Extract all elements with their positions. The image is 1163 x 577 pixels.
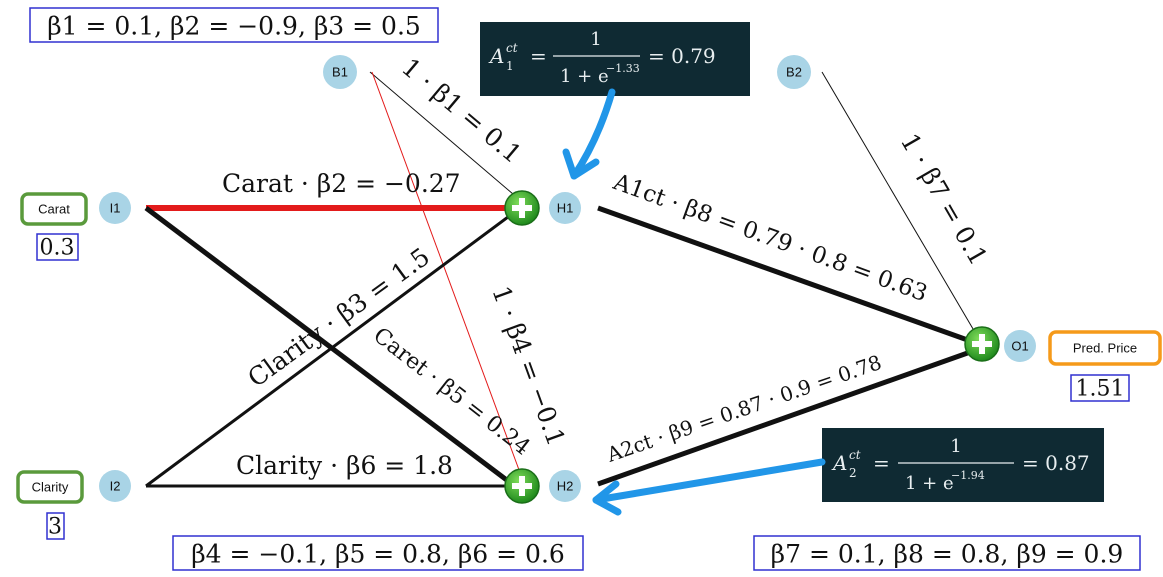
formula-h2-sub: 2 — [849, 466, 857, 480]
edge-h2-o1 — [597, 347, 977, 487]
node-b2-label: B2 — [786, 65, 802, 80]
formula-h2-lhs: A — [831, 451, 847, 475]
output-pred-price[interactable]: Pred. Price — [1048, 330, 1162, 366]
params-bottom-right: β7 = 0.1, β8 = 0.8, β9 = 0.9 — [753, 535, 1141, 571]
params-bottom-right-text: β7 = 0.1, β8 = 0.8, β9 = 0.9 — [771, 540, 1124, 569]
arrow-icon — [562, 148, 600, 180]
input-carat-value-box: 0.3 — [36, 233, 79, 261]
output-pred-price-label: Pred. Price — [1073, 341, 1137, 356]
node-i2[interactable]: I2 — [99, 470, 131, 502]
label-h1-o1: A1ct · β8 = 0.79 · 0.8 = 0.63 — [609, 169, 931, 307]
edge-i2-h1 — [145, 212, 513, 488]
node-h1-label: H1 — [557, 201, 574, 216]
svg-text:=: = — [873, 451, 890, 475]
formula-h2-sup: ct — [849, 448, 861, 462]
node-i1[interactable]: I1 — [99, 192, 131, 224]
node-h2-label: H2 — [557, 479, 574, 494]
input-carat-value: 0.3 — [40, 236, 75, 261]
formula-h2-result: = 0.87 — [1022, 451, 1090, 475]
arrows — [562, 88, 826, 516]
input-clarity-value-box: 3 — [46, 512, 65, 540]
plus-icon[interactable] — [504, 468, 540, 504]
node-o1[interactable]: O1 — [1004, 330, 1036, 362]
node-i2-label: I2 — [110, 479, 121, 494]
label-i2-h2: Clarity · β6 = 1.8 — [236, 451, 453, 480]
formula-h1-result: = 0.79 — [648, 44, 716, 68]
edge-b1-h1 — [369, 71, 521, 201]
node-o1-label: O1 — [1011, 339, 1028, 354]
edges — [144, 71, 977, 488]
formula-h1: A ct 1 = 1 1 + e −1.33 = 0.79 — [480, 22, 750, 96]
input-clarity-value: 3 — [48, 515, 62, 540]
node-b1-label: B1 — [332, 65, 348, 80]
edge-b1-h2 — [371, 71, 523, 479]
output-value-box: 1.51 — [1070, 374, 1130, 402]
edge-h1-o1 — [597, 205, 977, 346]
node-h1[interactable]: H1 — [549, 192, 581, 224]
formula-h2-num: 1 — [950, 436, 961, 457]
params-bottom-mid: β4 = −0.1, β5 = 0.8, β6 = 0.6 — [172, 535, 584, 571]
node-i1-label: I1 — [110, 201, 121, 216]
formula-h2: A ct 2 = 1 1 + e −1.94 = 0.87 — [822, 428, 1104, 502]
label-i1-h1: Carat · β2 = −0.27 — [222, 169, 461, 198]
params-top-left: β1 = 0.1, β2 = −0.9, β3 = 0.5 — [29, 7, 439, 43]
label-b2-o1: 1 · β7 = 0.1 — [895, 129, 993, 271]
formula-h1-num: 1 — [590, 29, 601, 50]
params-bottom-mid-text: β4 = −0.1, β5 = 0.8, β6 = 0.6 — [191, 540, 565, 569]
formula-h1-exp: −1.33 — [606, 62, 640, 75]
node-b2[interactable]: B2 — [777, 55, 811, 89]
plus-icon[interactable] — [964, 326, 1000, 362]
input-clarity-label: Clarity — [32, 480, 69, 495]
edge-labels: 1 · β1 = 0.1 Carat · β2 = −0.27 Clarity … — [222, 52, 993, 480]
input-carat[interactable]: Carat — [20, 192, 88, 226]
formula-h2-den: 1 + e — [905, 473, 954, 494]
sum-nodes — [504, 190, 1000, 504]
formula-h1-den: 1 + e — [560, 66, 609, 87]
output-value: 1.51 — [1076, 377, 1125, 402]
svg-text:=: = — [530, 44, 547, 68]
plus-icon[interactable] — [504, 190, 540, 226]
formula-h2-exp: −1.94 — [951, 469, 985, 482]
input-clarity[interactable]: Clarity — [16, 470, 84, 504]
input-carat-label: Carat — [38, 202, 70, 217]
formula-h1-lhs: A — [488, 44, 504, 68]
node-b1[interactable]: B1 — [323, 55, 357, 89]
edge-b2-o1 — [821, 71, 977, 335]
arrow-icon — [592, 480, 622, 516]
nodes: B1 B2 I1 I2 H1 H2 O1 — [99, 55, 1036, 502]
node-h2[interactable]: H2 — [549, 470, 581, 502]
formula-h1-sub: 1 — [506, 59, 514, 73]
edge-i1-h2 — [144, 206, 514, 486]
params-top-left-text: β1 = 0.1, β2 = −0.9, β3 = 0.5 — [47, 12, 421, 41]
arrow-icon — [592, 458, 826, 504]
arrow-icon — [570, 88, 616, 180]
formula-h1-sup: ct — [506, 41, 518, 55]
